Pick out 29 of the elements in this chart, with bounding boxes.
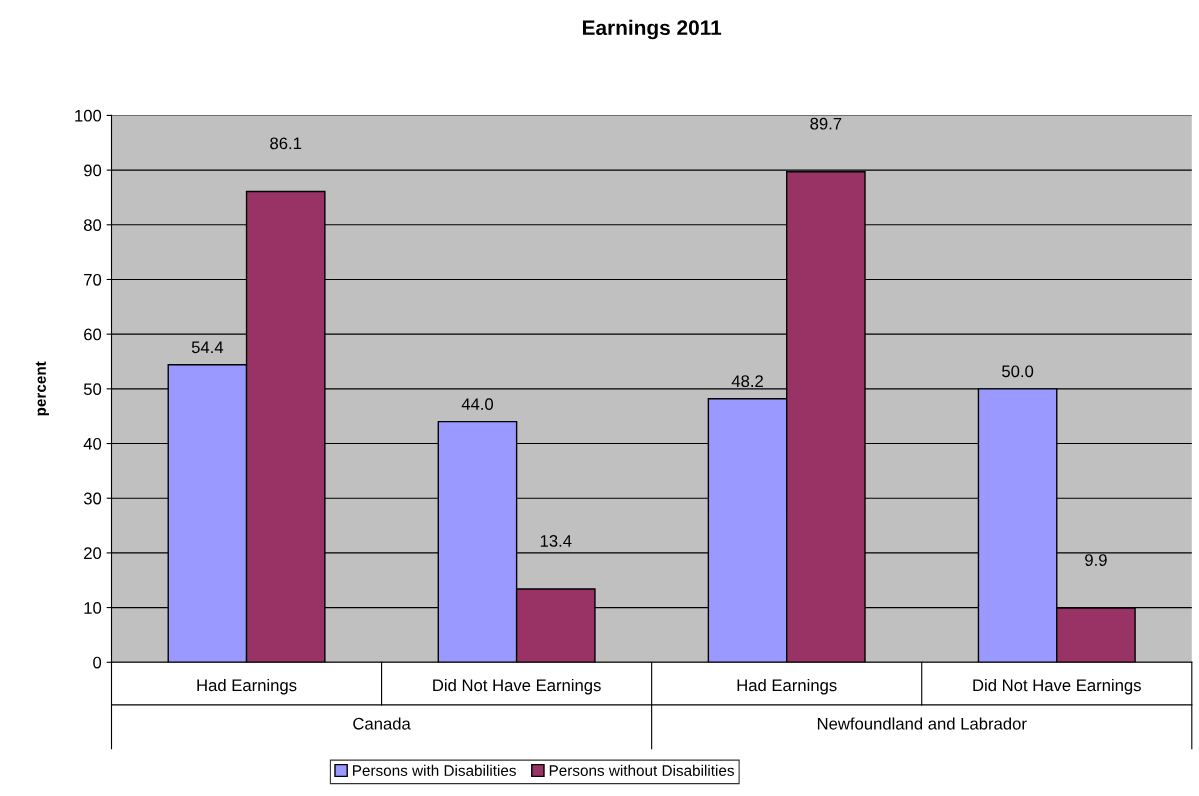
text: Newfoundland and Labrador: [817, 717, 1027, 730]
data-label: 86.1: [270, 137, 302, 150]
y-tick-label: 100: [75, 109, 102, 122]
data-label: 54.4: [191, 341, 224, 354]
x-tick-label: Had Earnings: [197, 678, 297, 695]
data-label: 48.2: [731, 375, 763, 388]
y-tick-label: 90: [84, 164, 102, 177]
y-tick-label: 20: [84, 547, 102, 560]
y-tick-label: 60: [84, 328, 102, 341]
legend-label: Persons without Disabilities: [549, 764, 734, 776]
y-axis-title: percent: [35, 361, 49, 416]
chart-title: Earnings 2011: [582, 19, 722, 40]
data-label: 44.0: [461, 398, 494, 411]
y-tick-label: 0: [93, 656, 102, 669]
y-tick-label: 70: [84, 273, 102, 286]
y-tick-label: 50: [83, 383, 102, 396]
text: Canada: [353, 717, 411, 730]
x-tick-label: Did Not Have Earnings: [973, 678, 1141, 695]
data-label: 89.7: [810, 117, 842, 130]
data-label: 9.9: [1085, 554, 1107, 566]
y-tick-label: 30: [83, 492, 102, 505]
y-tick-label: 40: [83, 437, 102, 450]
data-label: 13.4: [540, 535, 572, 547]
y-tick-label: 10: [84, 601, 102, 614]
data-label: 50.0: [1002, 365, 1034, 378]
legend-label: Persons with Disabilities: [353, 764, 516, 776]
x-tick-label: Had Earnings: [737, 678, 837, 695]
y-tick-label: 80: [83, 219, 102, 231]
x-tick-label: Did Not Have Earnings: [433, 678, 601, 695]
